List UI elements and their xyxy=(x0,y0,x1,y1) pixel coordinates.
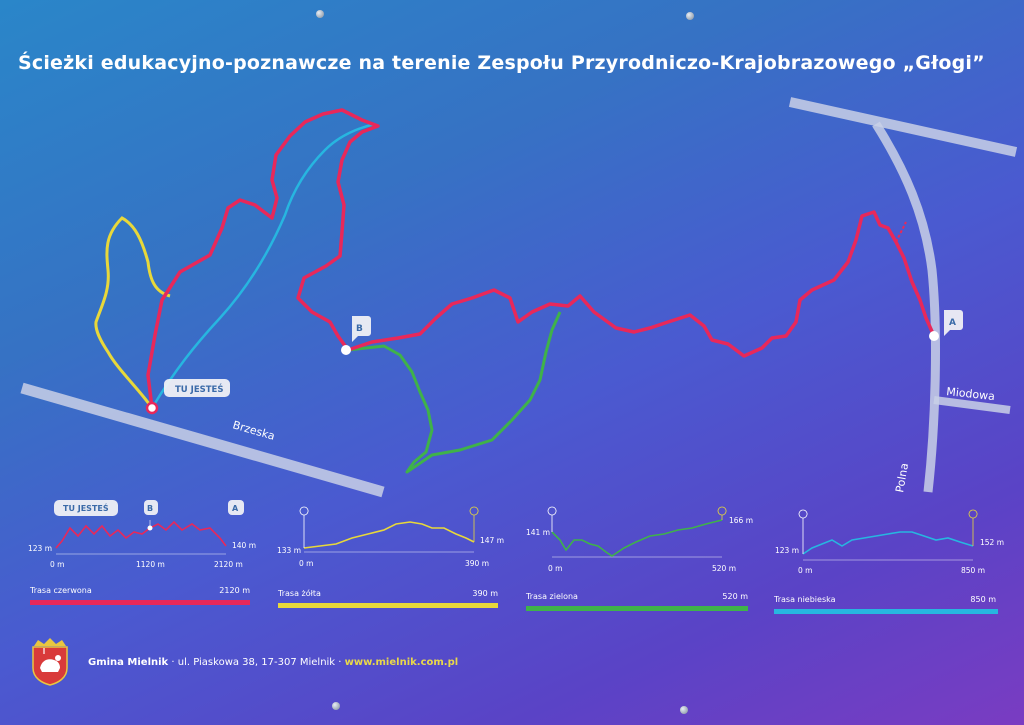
yellow-elevation-profile xyxy=(299,506,479,553)
red-profile-b: B xyxy=(144,500,158,515)
point-b-label: B xyxy=(352,316,371,342)
street-polna: Polna xyxy=(893,462,911,494)
footer-gmina: Gmina Mielnik xyxy=(88,657,169,668)
screw-icon xyxy=(316,10,324,18)
legend-yellow-length: 390 m xyxy=(472,589,498,598)
legend-blue-length: 850 m xyxy=(970,595,996,604)
point-a-label: A xyxy=(944,310,963,336)
blue-x-end: 850 m xyxy=(961,566,986,575)
blue-trail xyxy=(150,122,376,409)
red-x-start: 0 m xyxy=(50,560,65,569)
svg-text:B: B xyxy=(356,324,363,334)
gmina-crest-icon xyxy=(32,638,68,686)
point-b-marker xyxy=(341,345,351,355)
green-trail xyxy=(347,311,562,474)
red-elevation-profile: TU JESTEŚ B A xyxy=(54,500,244,555)
legend-red-name: Trasa czerwona xyxy=(30,586,92,595)
you-are-here-label: TU JESTEŚ xyxy=(164,379,230,397)
road-north xyxy=(788,97,1018,157)
road-polna xyxy=(872,121,940,493)
svg-text:TU JESTEŚ: TU JESTEŚ xyxy=(63,502,109,513)
red-end-elev: 140 m xyxy=(232,541,257,550)
green-x-end: 520 m xyxy=(712,564,737,573)
road-miodowa xyxy=(933,396,1011,414)
red-trail-spur xyxy=(895,221,907,243)
legend-green-name: Trasa zielona xyxy=(526,592,578,601)
yellow-end-elev: 147 m xyxy=(480,536,505,545)
footer-info: Gmina Mielnik · ul. Piaskowa 38, 17-307 … xyxy=(88,657,458,668)
green-x-start: 0 m xyxy=(548,564,563,573)
yellow-x-end: 390 m xyxy=(465,559,490,568)
legend-blue-bar xyxy=(774,609,998,614)
you-are-here-marker xyxy=(145,401,159,415)
blue-start-elev: 123 m xyxy=(775,546,800,555)
legend-red-bar xyxy=(30,600,250,605)
screw-icon xyxy=(332,702,340,710)
point-a-marker xyxy=(929,331,939,341)
legend-blue-name: Trasa niebieska xyxy=(774,595,836,604)
legend-red-length: 2120 m xyxy=(219,586,250,595)
legend-yellow-bar xyxy=(278,603,498,608)
svg-text:B: B xyxy=(147,504,153,513)
yellow-x-start: 0 m xyxy=(299,559,314,568)
red-x-mid: 1120 m xyxy=(136,560,165,569)
red-start-elev: 123 m xyxy=(28,544,53,553)
footer-url[interactable]: www.mielnik.com.pl xyxy=(344,657,459,668)
green-elevation-profile xyxy=(547,506,727,558)
blue-x-start: 0 m xyxy=(798,566,813,575)
green-start-elev: 141 m xyxy=(526,528,551,537)
street-miodowa: Miodowa xyxy=(946,385,996,403)
red-trail xyxy=(146,108,936,409)
red-profile-you-are-here: TU JESTEŚ xyxy=(54,500,118,516)
svg-text:A: A xyxy=(949,318,956,328)
legend-green-bar xyxy=(526,606,748,611)
svg-text:A: A xyxy=(232,504,239,513)
yellow-start-elev: 133 m xyxy=(277,546,302,555)
board-title: Ścieżki edukacyjno-poznawcze na terenie … xyxy=(18,52,985,74)
yellow-trail xyxy=(94,216,171,409)
green-end-elev: 166 m xyxy=(729,516,754,525)
screw-icon xyxy=(680,706,688,714)
legend-green-length: 520 m xyxy=(722,592,748,601)
legend-yellow-name: Trasa żółta xyxy=(278,589,321,598)
red-x-end: 2120 m xyxy=(214,560,243,569)
footer-address: · ul. Piaskowa 38, 17-307 Mielnik · xyxy=(168,657,345,668)
red-profile-a: A xyxy=(228,500,244,515)
blue-elevation-profile xyxy=(798,509,978,561)
blue-end-elev: 152 m xyxy=(980,538,1005,547)
screw-icon xyxy=(686,12,694,20)
road-brzeska xyxy=(20,382,385,498)
street-brzeska: Brzeska xyxy=(231,418,276,442)
svg-text:TU JESTEŚ: TU JESTEŚ xyxy=(175,383,223,395)
